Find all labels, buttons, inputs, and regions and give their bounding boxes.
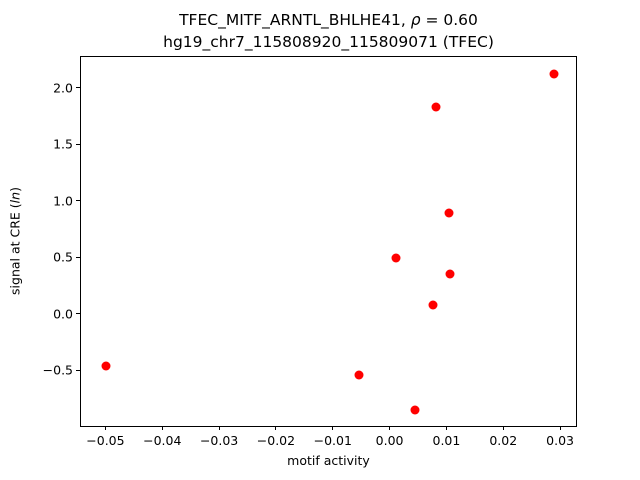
x-tick-label: −0.05 (86, 433, 125, 448)
y-tick-label: 1.0 (53, 193, 73, 209)
rho-value: = 0.60 (420, 11, 478, 29)
data-point (444, 208, 454, 218)
data-point (391, 253, 401, 263)
data-point (428, 300, 438, 310)
x-tick-mark (332, 426, 334, 430)
x-tick-label: 0.02 (489, 433, 518, 448)
x-tick-mark (445, 426, 447, 430)
y-tick-label: 2.0 (53, 80, 73, 96)
data-point (549, 69, 559, 79)
x-tick-mark (161, 426, 163, 430)
x-tick-label: −0.01 (313, 433, 352, 448)
y-tick-label: −0.5 (42, 362, 73, 378)
y-axis-label-italic: ln (7, 191, 23, 204)
x-tick-label: 0.03 (546, 433, 574, 448)
y-axis-label-suffix: ) (7, 187, 23, 192)
data-point (445, 269, 455, 279)
x-tick-mark (559, 426, 561, 430)
x-tick-mark (389, 426, 391, 430)
y-tick-label: 1.5 (53, 136, 73, 152)
x-tick-mark (502, 426, 504, 430)
x-tick-label: −0.03 (199, 433, 239, 448)
x-tick-label: 0.01 (432, 433, 461, 448)
data-point (410, 405, 420, 415)
chart-subtitle: hg19_chr7_115808920_115809071 (TFEC) (163, 33, 494, 51)
y-tick-mark (76, 200, 80, 202)
x-tick-label: 0.00 (375, 433, 404, 448)
data-point (101, 361, 111, 371)
y-tick-label: 0.0 (53, 306, 73, 322)
y-tick-mark (76, 87, 80, 89)
x-tick-label: −0.02 (256, 433, 296, 448)
chart-title-line1: TFEC_MITF_ARNTL_BHLHE41, ρ = 0.60 (80, 9, 577, 31)
y-tick-label: 0.5 (53, 249, 73, 265)
y-tick-mark (76, 256, 80, 258)
x-axis-label: motif activity (287, 453, 370, 468)
title-gene-set: TFEC_MITF_ARNTL_BHLHE41, (179, 11, 411, 29)
y-axis-label: signal at CRE (ln) (8, 187, 23, 295)
rho-symbol: ρ (410, 11, 421, 29)
plot-area: −0.05 −0.04 −0.03 −0.02 −0.01 0.00 0.01 0.02 0.0… (43, 56, 577, 448)
x-tick-mark (218, 426, 220, 430)
data-point (431, 102, 441, 112)
x-tick-label: −0.04 (143, 433, 182, 448)
data-point (354, 370, 364, 380)
x-tick-mark (275, 426, 277, 430)
chart-title: TFEC_MITF_ARNTL_BHLHE41, ρ = 0.60 hg19_c… (80, 9, 577, 53)
x-tick-mark (104, 426, 106, 430)
y-axis-label-prefix: signal at CRE ( (7, 203, 23, 295)
y-tick-mark (76, 313, 80, 315)
y-tick-mark (76, 369, 80, 371)
y-tick-mark (76, 143, 80, 145)
